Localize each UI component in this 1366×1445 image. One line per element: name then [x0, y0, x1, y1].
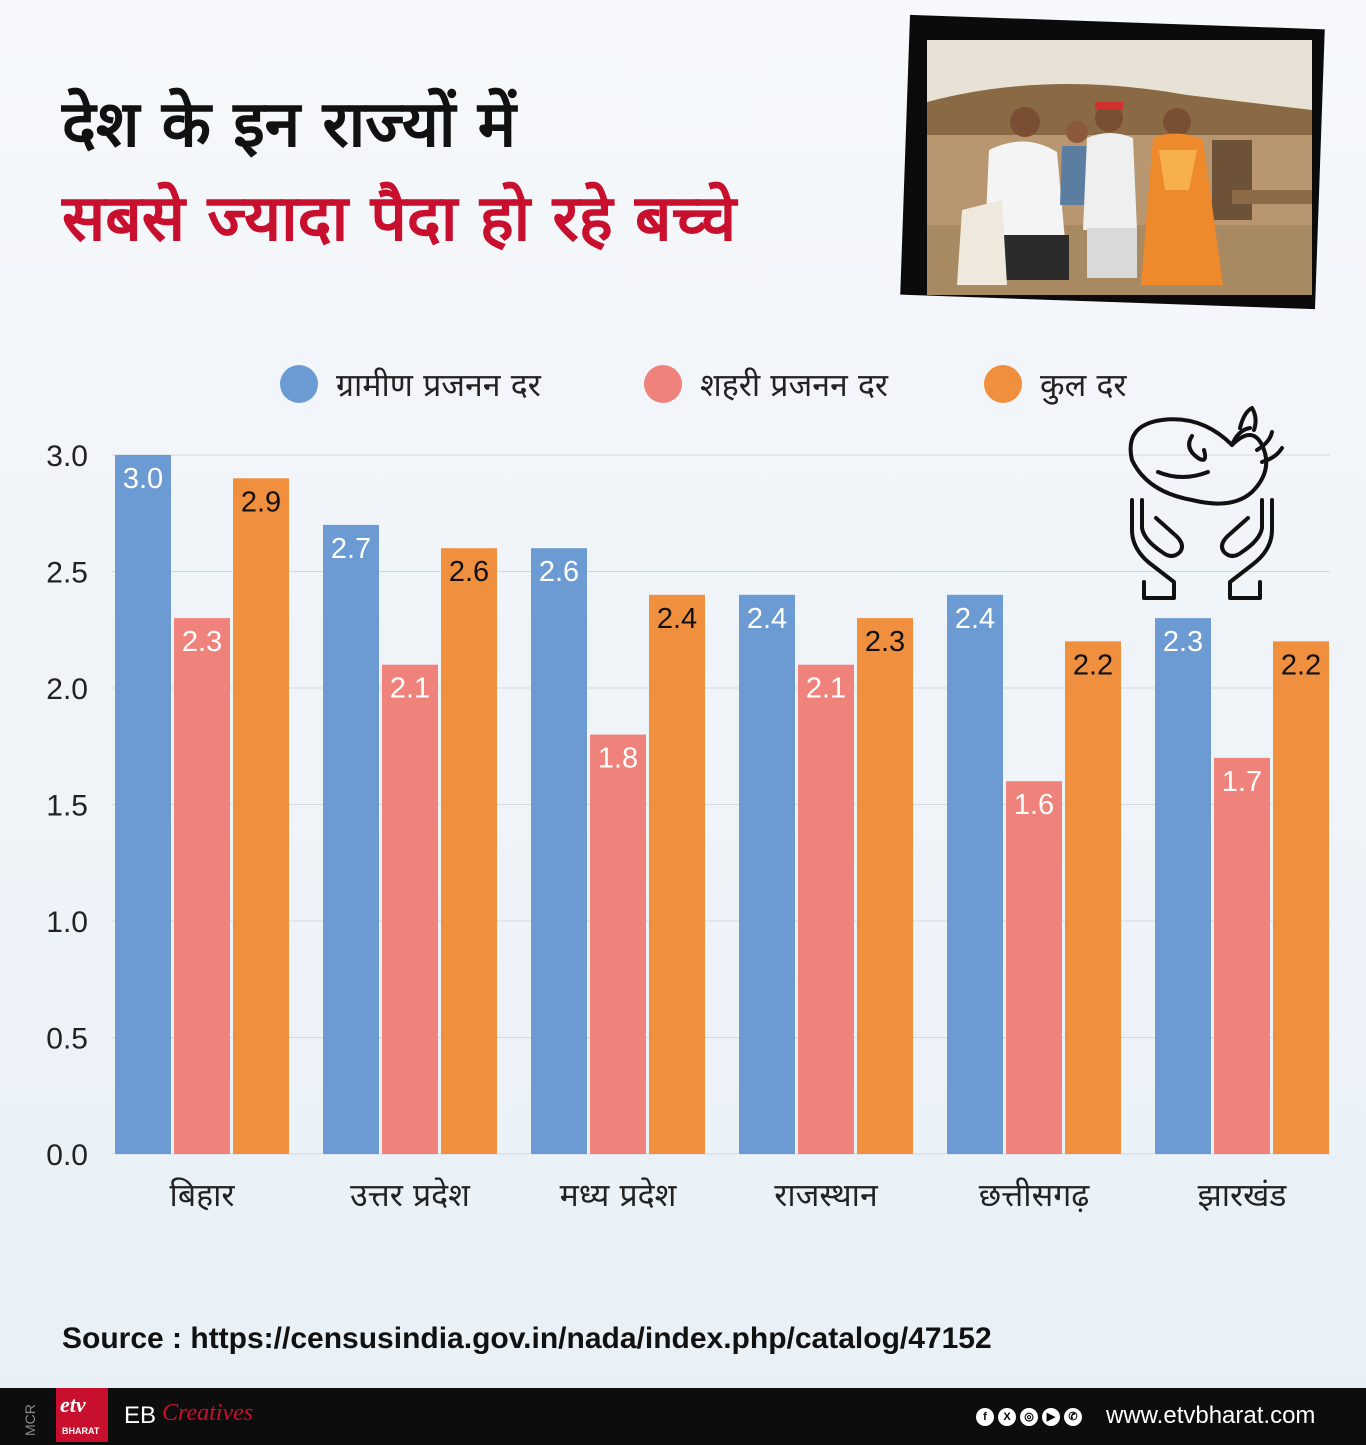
legend-dot-urban — [644, 365, 682, 403]
legend-item-rural: ग्रामीण प्रजनन दर — [280, 362, 541, 406]
bar — [1006, 781, 1062, 1154]
legend-dot-total — [984, 365, 1022, 403]
family-photo-frame — [900, 14, 1325, 312]
bar-value-label: 2.4 — [657, 603, 697, 635]
bar-value-label: 2.3 — [865, 626, 905, 658]
bar — [590, 734, 646, 1154]
legend-label-urban: शहरी प्रजनन दर — [700, 365, 889, 404]
website-link[interactable]: www.etvbharat.com — [1106, 1402, 1316, 1429]
title-line-1: देश के इन राज्यों में — [62, 88, 517, 162]
legend-label-rural: ग्रामीण प्रजनन दर — [336, 365, 541, 404]
bar-value-label: 1.8 — [598, 743, 638, 775]
bar — [115, 455, 171, 1154]
bar-value-label: 2.4 — [747, 603, 787, 635]
y-tick-label: 3.0 — [46, 440, 88, 473]
logo-etv-text: etv — [60, 1392, 86, 1417]
bar — [382, 664, 438, 1154]
etv-bharat-logo: etv BHARAT — [56, 1388, 108, 1442]
x-category-label: बिहार — [170, 1176, 236, 1214]
bar — [798, 664, 854, 1154]
x-icon[interactable]: X — [998, 1408, 1016, 1426]
y-tick-label: 2.0 — [46, 673, 88, 706]
bar-value-label: 1.7 — [1222, 766, 1262, 798]
title-line-2: सबसे ज्यादा पैदा हो रहे बच्चे — [62, 182, 737, 256]
eb-label: EB — [124, 1402, 157, 1429]
legend-label-total: कुल दर — [1040, 365, 1127, 404]
family-photo-illustration — [927, 40, 1312, 295]
bar-value-label: 2.6 — [539, 556, 579, 588]
bar-value-label: 2.2 — [1281, 649, 1321, 681]
mcr-label: MCR — [22, 1404, 38, 1436]
bar-value-label: 2.1 — [390, 673, 430, 705]
bar — [1214, 757, 1270, 1154]
legend-dot-rural — [280, 365, 318, 403]
x-category-label: उत्तर प्रदेश — [350, 1176, 471, 1214]
y-tick-label: 1.5 — [46, 790, 88, 823]
y-tick-label: 0.5 — [46, 1023, 88, 1056]
bar — [174, 618, 230, 1154]
bar — [857, 618, 913, 1154]
bar-value-label: 3.0 — [123, 463, 163, 495]
bar-value-label: 2.3 — [1163, 626, 1203, 658]
bar — [1273, 641, 1329, 1154]
bar-value-label: 2.2 — [1073, 649, 1113, 681]
bar-chart: 0.0 0.5 1.0 1.5 2.0 2.5 3.0 3.0 2.3 2.9 बिहार 2.7 2.… — [46, 440, 1330, 1214]
y-tick-label: 1.0 — [46, 906, 88, 939]
bar-value-label: 2.7 — [331, 533, 371, 565]
bar-value-label: 1.6 — [1014, 789, 1054, 821]
bar — [947, 594, 1003, 1154]
bar — [649, 594, 705, 1154]
bar-value-label: 2.6 — [449, 556, 489, 588]
bar — [1155, 618, 1211, 1154]
youtube-icon[interactable]: ▶ — [1042, 1408, 1060, 1426]
whatsapp-icon[interactable]: ✆ — [1064, 1408, 1082, 1426]
x-category-label: छत्तीसगढ़ — [979, 1176, 1090, 1214]
instagram-icon[interactable]: ◎ — [1020, 1408, 1038, 1426]
legend-item-total: कुल दर — [984, 362, 1127, 406]
legend-item-urban: शहरी प्रजनन दर — [644, 362, 888, 406]
legend: ग्रामीण प्रजनन दर शहरी प्रजनन दर कुल दर — [0, 362, 1366, 406]
creatives-label: Creatives — [162, 1400, 254, 1426]
source-text: Source : https://censusindia.gov.in/nada… — [62, 1322, 992, 1355]
y-tick-label: 0.0 — [46, 1139, 88, 1172]
family-photo — [927, 40, 1312, 295]
baby-hands-icon — [1128, 406, 1284, 600]
bar — [1065, 641, 1121, 1154]
footer-bar: MCR etv BHARAT EB Creatives f X ◎ ▶ ✆ ww… — [0, 1388, 1366, 1445]
y-tick-label: 2.5 — [46, 557, 88, 590]
bar — [531, 548, 587, 1154]
bar-value-label: 2.1 — [806, 673, 846, 705]
bar — [739, 594, 795, 1154]
bar — [323, 524, 379, 1154]
x-category-label: झारखंड — [1198, 1176, 1288, 1214]
x-category-label: मध्य प्रदेश — [560, 1176, 678, 1214]
bar — [233, 478, 289, 1154]
logo-bharat-text: BHARAT — [62, 1426, 100, 1436]
bar-value-label: 2.3 — [182, 626, 222, 658]
bar-value-label: 2.4 — [955, 603, 995, 635]
social-icons: f X ◎ ▶ ✆ — [976, 1408, 1082, 1426]
x-category-label: राजस्थान — [774, 1176, 879, 1214]
facebook-icon[interactable]: f — [976, 1408, 994, 1426]
bar — [441, 548, 497, 1154]
bar-value-label: 2.9 — [241, 486, 281, 518]
